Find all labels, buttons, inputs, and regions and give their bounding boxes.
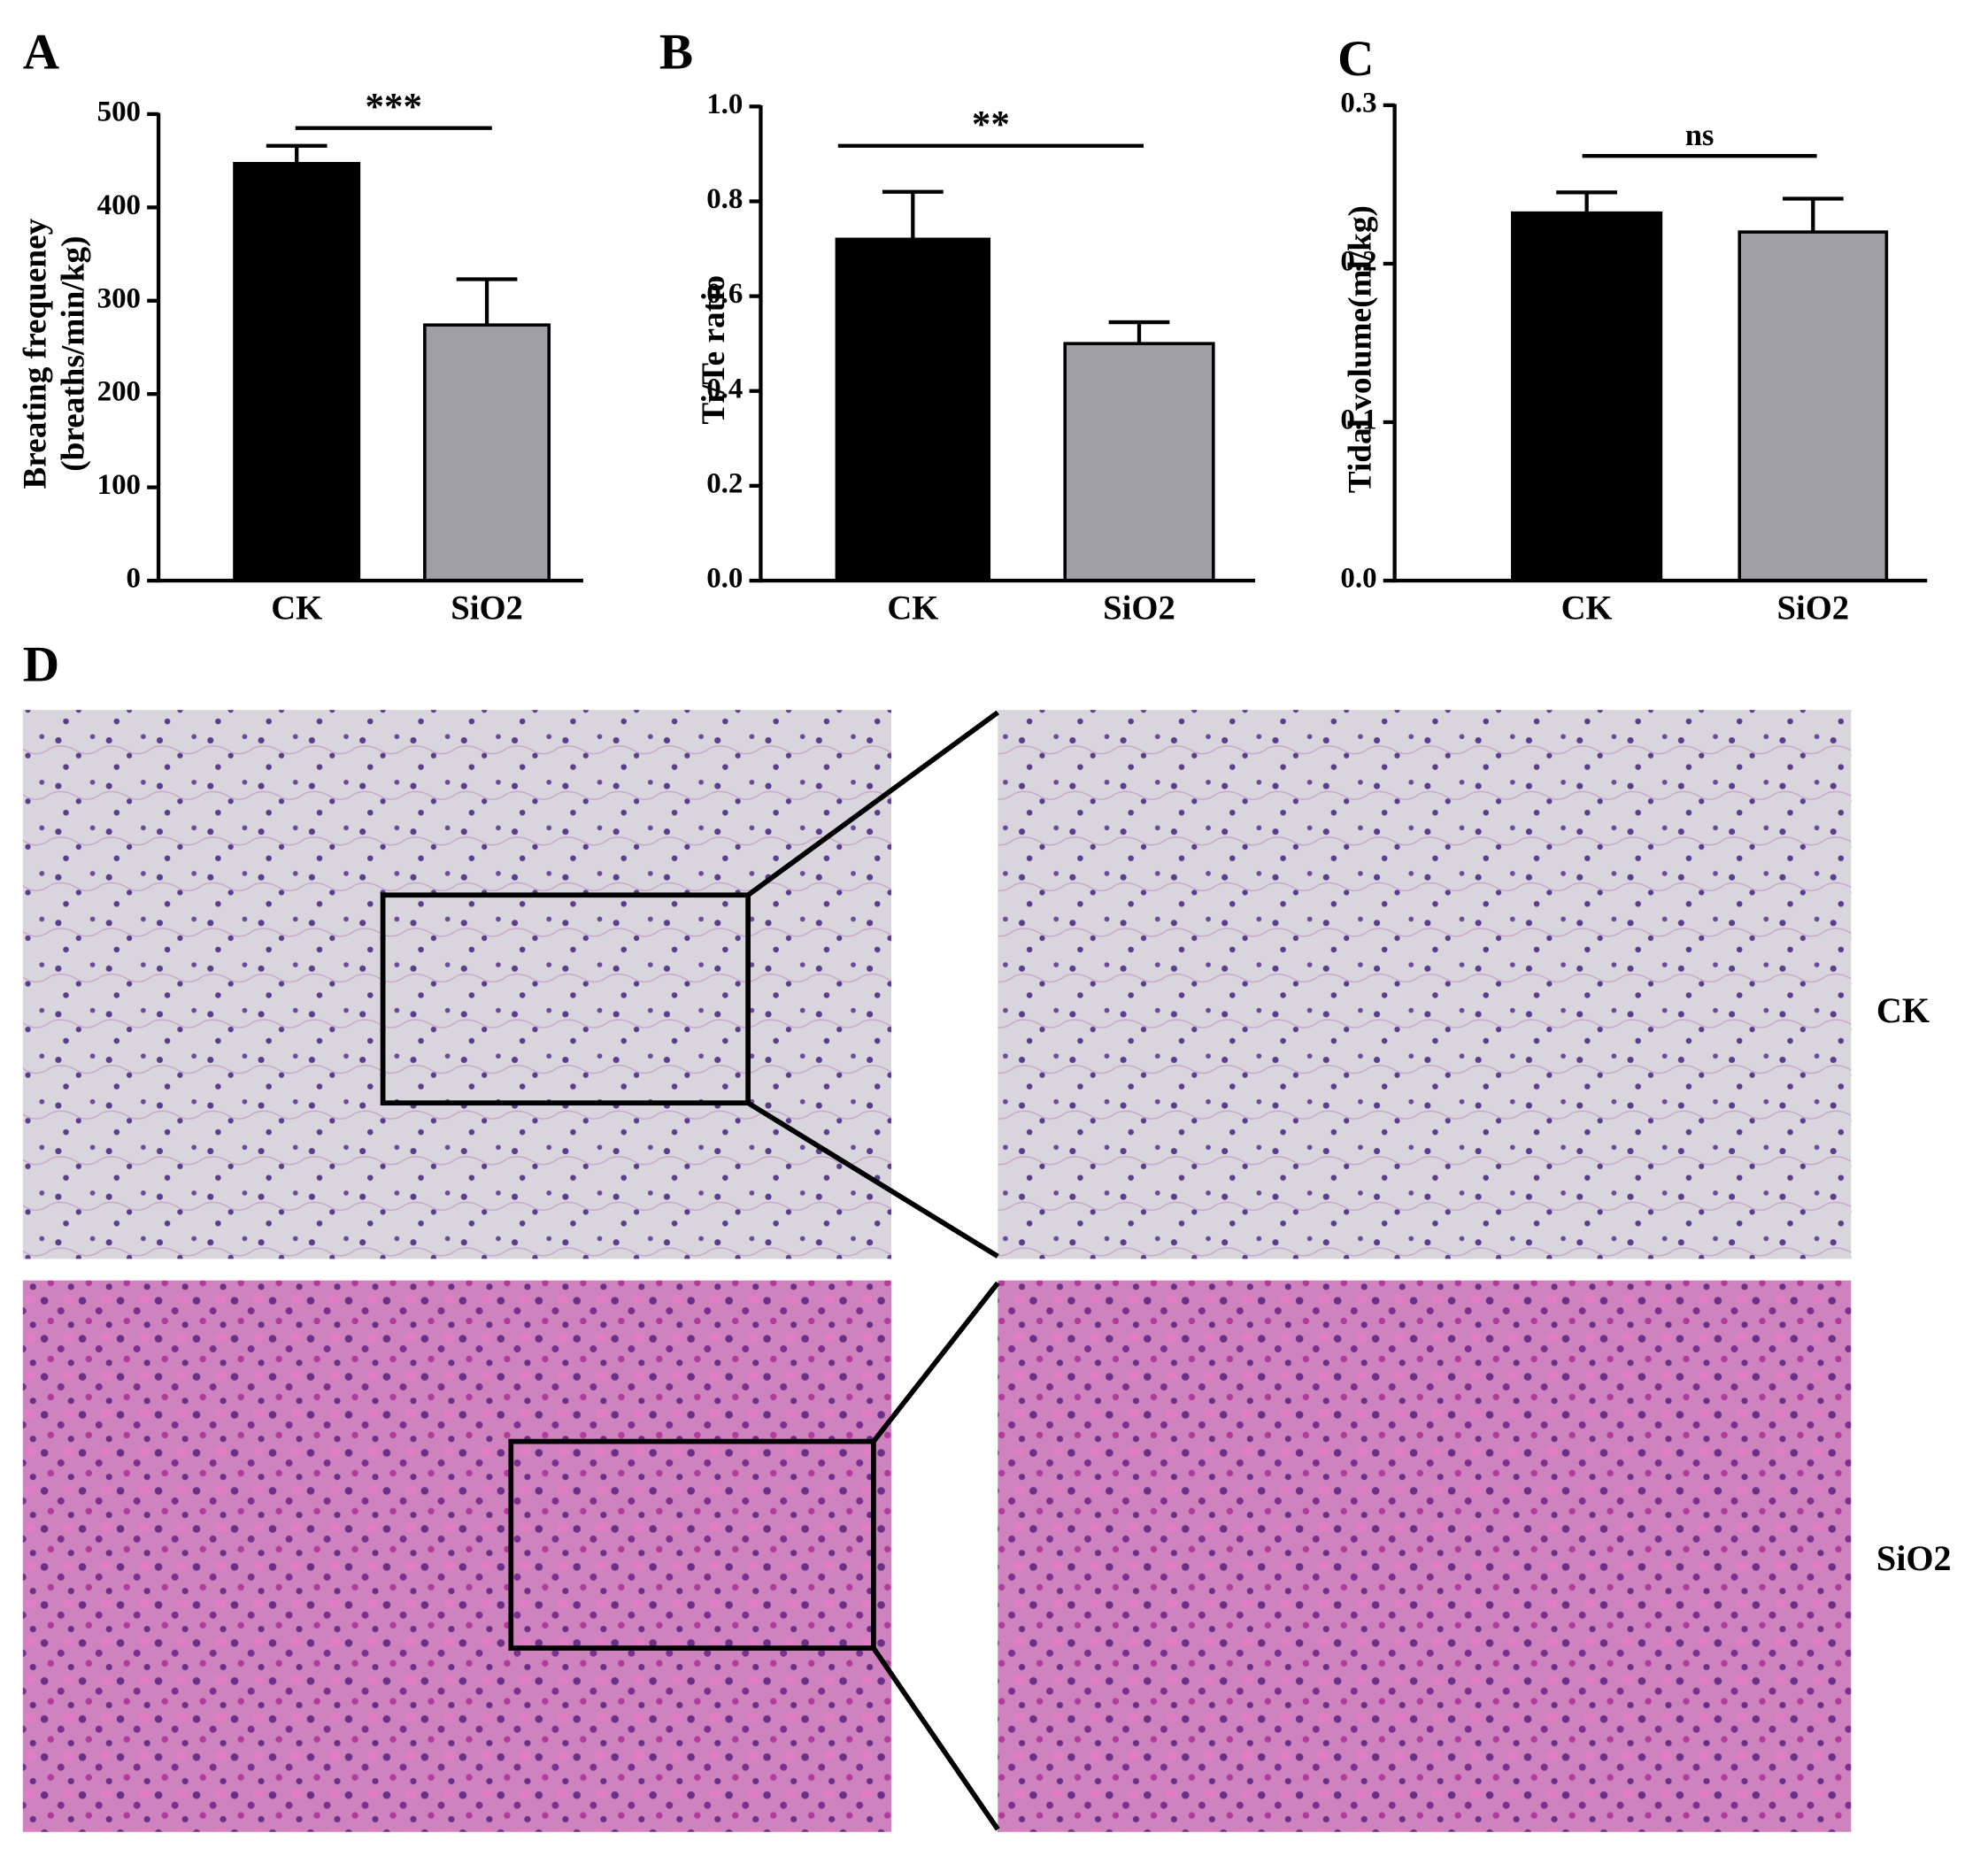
zoom-box	[380, 892, 751, 1106]
bar	[1738, 230, 1889, 582]
y-tick-label: 0.6	[706, 278, 743, 310]
x-tick-label: CK	[1561, 589, 1613, 627]
bar-chart: C Tidal volume(ml/kg) 0.0 0.1 0.2 0.3 CK SiO2 ns	[1337, 31, 1928, 627]
bar-chart: B Ti/Te ratio 0.0 0.2 0.4 0.6 0.8 1.0 CK SiO2 **	[659, 25, 1256, 627]
y-tick-label: 0.2	[1340, 245, 1376, 277]
row-label: CK	[1876, 990, 1930, 1030]
y-axis-label: (breaths/min/kg)	[56, 236, 92, 472]
bar	[1063, 342, 1215, 582]
y-tick-label: 400	[97, 189, 141, 221]
y-tick-label: 1.0	[706, 89, 743, 120]
panel-label: B	[659, 25, 693, 81]
y-tick-label: 0.0	[706, 563, 743, 595]
bar	[835, 237, 991, 582]
x-tick-label: SiO2	[1103, 589, 1175, 627]
zoom-line	[746, 1100, 999, 1259]
sio2-zoom-image	[998, 1280, 1852, 1832]
x-tick-label: SiO2	[451, 589, 523, 627]
y-tick-label: 100	[97, 469, 141, 501]
y-tick-label: 0.4	[706, 373, 743, 404]
bar-chart: A Breating frequeney (breaths/min/kg) 0 100 2…	[18, 25, 583, 627]
panel-label: C	[1337, 31, 1374, 87]
significance-label: ***	[366, 86, 422, 127]
bar	[233, 161, 361, 582]
y-tick-label: 500	[97, 96, 141, 127]
y-axis-label: Tidal volume(ml/kg)	[1342, 205, 1378, 493]
zoom-line	[871, 1281, 1000, 1444]
y-tick-label: 0.8	[706, 183, 743, 215]
significance-label: **	[972, 104, 1010, 146]
ck-overview-image	[22, 710, 891, 1259]
y-tick-label: 200	[97, 376, 141, 408]
panel-label: A	[23, 25, 59, 81]
bar	[1511, 211, 1663, 582]
zoom-line	[871, 1646, 1000, 1831]
zoom-box	[508, 1438, 876, 1651]
significance-label: ns	[1685, 119, 1714, 152]
y-tick-label: 0.2	[706, 467, 743, 499]
x-tick-label: SiO2	[1776, 589, 1849, 627]
y-tick-label: 0.0	[1340, 563, 1376, 595]
y-axis-label: Ti/Te ratio	[696, 275, 732, 425]
panel-label: D	[23, 636, 59, 692]
zoom-line	[746, 710, 999, 897]
histology-panel: D CK SiO2	[22, 636, 1952, 1832]
y-tick-label: 0.1	[1340, 404, 1376, 436]
row-label: SiO2	[1876, 1538, 1952, 1578]
ck-zoom-image	[998, 710, 1852, 1259]
x-tick-label: CK	[271, 589, 322, 627]
y-axis-label: Breating frequeney	[18, 218, 54, 489]
y-tick-label: 300	[97, 282, 141, 314]
bar	[423, 323, 551, 582]
sio2-overview-image	[22, 1280, 891, 1832]
y-tick-label: 0	[127, 563, 141, 595]
x-tick-label: CK	[887, 589, 938, 627]
y-tick-label: 0.3	[1340, 87, 1376, 119]
